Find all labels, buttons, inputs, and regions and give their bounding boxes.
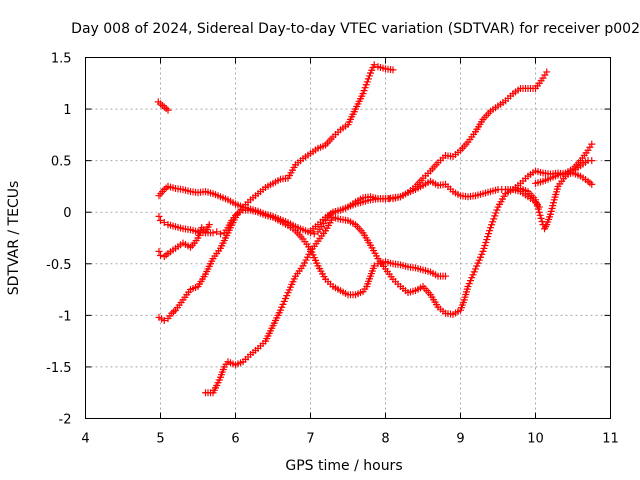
data-point: [491, 212, 499, 220]
chart-title: Day 008 of 2024, Sidereal Day-to-day VTE…: [71, 21, 640, 37]
y-tick-label: -2: [59, 413, 72, 428]
data-point: [362, 81, 370, 89]
data-point: [155, 247, 163, 255]
y-tick-label: 0: [63, 206, 71, 221]
data-point: [360, 87, 368, 95]
data-point: [365, 72, 373, 80]
data-point: [164, 106, 172, 114]
data-point: [363, 78, 371, 86]
data-point: [364, 75, 372, 83]
data-point: [482, 239, 490, 247]
y-tick-label: 1.5: [51, 52, 72, 67]
data-point: [486, 227, 494, 235]
data-point: [479, 247, 487, 255]
data-point: [481, 241, 489, 249]
data-point: [535, 203, 543, 211]
data-point: [155, 212, 163, 220]
data-point: [157, 216, 164, 224]
x-tick-label: 5: [156, 432, 164, 447]
data-point: [205, 221, 213, 229]
data-point: [483, 236, 491, 244]
data-point: [490, 215, 498, 223]
data-point: [361, 84, 369, 92]
y-tick-label: -1: [59, 309, 72, 324]
series-sat-g: [307, 68, 551, 235]
data-point: [536, 211, 544, 219]
data-point: [370, 262, 378, 270]
plot-frame: [85, 57, 611, 419]
series-sat-e: [155, 61, 397, 325]
series-sat-c: [155, 206, 449, 299]
data-point: [487, 224, 494, 232]
series-layer: [154, 61, 596, 397]
data-point: [588, 157, 596, 165]
x-tick-label: 11: [602, 432, 619, 447]
data-point: [359, 90, 367, 98]
series-sat-d: [155, 221, 213, 261]
data-point: [488, 221, 496, 229]
data-point: [160, 219, 168, 227]
data-point: [543, 68, 551, 76]
x-tick-label: 4: [81, 432, 89, 447]
grid-lines: [85, 57, 611, 419]
data-point: [485, 230, 493, 238]
data-point: [209, 229, 217, 237]
data-point: [484, 233, 492, 241]
data-point: [389, 66, 397, 74]
data-point: [588, 180, 596, 188]
series-sat-i: [532, 140, 596, 187]
data-point: [310, 230, 318, 238]
x-tick-label: 8: [381, 432, 389, 447]
x-tick-label: 10: [527, 432, 544, 447]
data-point: [217, 230, 224, 238]
y-tick-label: 1: [63, 103, 71, 118]
series-sat-a: [154, 98, 172, 114]
axis-ticks: [85, 57, 611, 419]
data-point: [489, 218, 497, 226]
y-tick-label: -0.5: [46, 258, 71, 273]
data-point: [537, 214, 545, 222]
y-axis-label: SDTVAR / TECUs: [6, 181, 22, 296]
data-point: [370, 61, 378, 69]
x-tick-labels: 4 5 6 7 8 9 10 11: [81, 432, 618, 447]
data-point: [442, 272, 449, 280]
data-point: [160, 317, 168, 325]
data-point: [480, 244, 488, 252]
y-tick-label: 0.5: [51, 155, 72, 170]
data-point: [492, 209, 500, 217]
x-tick-label: 7: [306, 432, 314, 447]
data-point: [213, 228, 221, 236]
y-tick-labels: -2 -1.5 -1 -0.5 0 0.5 1 1.5: [46, 52, 71, 428]
data-point: [493, 206, 501, 214]
x-axis-label: GPS time / hours: [285, 458, 402, 474]
x-tick-label: 6: [231, 432, 239, 447]
series-sat-h: [509, 186, 543, 211]
y-tick-label: -1.5: [46, 361, 71, 376]
data-point: [588, 140, 596, 148]
x-tick-label: 9: [456, 432, 464, 447]
